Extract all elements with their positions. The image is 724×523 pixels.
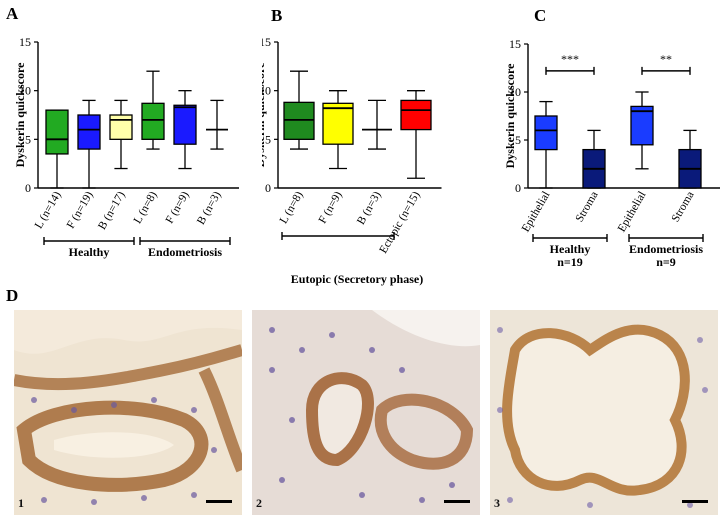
box [630,105,654,146]
scale-bar [206,500,232,503]
y-axis-label: Dyskerin quickscore [262,62,267,167]
x-tick-label: F (n=9) [317,189,345,225]
micrograph-1-image [14,310,242,515]
micrograph-1-number: 1 [18,496,24,510]
scale-bar [444,500,470,503]
micrograph-3-number: 3 [494,496,500,510]
box [400,99,432,131]
y-tick-label: 5 [25,132,31,146]
y-tick-label: 10 [509,85,521,99]
x-axis-title: Eutopic (Secretory phase) [291,272,423,286]
micrograph-3-image [490,310,718,515]
y-tick-label: 15 [509,37,521,51]
x-tick-label: L (n=14) [33,189,64,231]
y-tick-label: 5 [515,133,521,147]
x-tick-label: Stroma [574,190,601,225]
box [534,115,558,151]
micrograph-2-image [252,310,480,515]
scale-bar [682,500,708,503]
x-tick-label: B (n=3) [355,189,384,226]
panel-a-letter: A [6,4,19,23]
x-tick-label: Stroma [670,190,697,225]
x-tick-label: B (n=3) [195,189,224,226]
micrograph-1: 1 [14,310,242,515]
significance-label: *** [561,52,579,66]
chart-a: 0 5 10 15 Dyskerin quickscore L (n=14) F (n=19… [13,35,239,259]
box [45,109,69,155]
chart-b: 0 5 10 15 Dyskerin quickscore L (n=8) F (n=9) B… [262,35,442,286]
y-tick-label: 0 [265,181,271,195]
x-tick-label: L (n=8) [278,189,306,226]
x-tick-label: F (n=9) [164,189,192,225]
significance-label: ** [660,52,672,66]
group-label: Endometriosis [629,242,703,256]
x-tick-label: Epithelial [520,190,553,235]
y-tick-label: 15 [262,35,271,49]
panel-b-letter: B [271,6,283,25]
box [283,101,315,140]
y-tick-label: 10 [262,84,271,98]
group-label: Healthy [69,245,110,259]
panel-d-letter: D [6,286,19,305]
x-tick-label: B (n=17) [96,189,127,231]
box [322,102,354,145]
y-tick-label: 0 [25,181,31,195]
group-sublabel: n=9 [656,255,676,269]
group-sublabel: n=19 [557,255,583,269]
x-tick-label: Ectopic (n=15) [378,189,423,255]
box [109,114,133,140]
y-axis-label: Dyskerin quickscore [503,63,517,168]
y-tick-label: 0 [515,181,521,195]
micrograph-3: 3 [490,310,718,515]
micrograph-2-number: 2 [256,496,262,510]
group-label: Endometriosis [148,245,222,259]
box [173,104,197,145]
y-axis-label: Dyskerin quickscore [13,62,27,167]
chart-c: 0 5 10 15 Dyskerin quickscore Epithelial Strom… [503,37,720,269]
panel-c-letter: C [534,6,547,25]
x-tick-label: F (n=19) [65,189,96,230]
box [141,102,165,140]
x-tick-label: L (n=8) [132,189,160,226]
x-tick-label: Epithelial [616,190,649,235]
y-tick-label: 15 [19,35,31,49]
box [77,114,101,150]
y-tick-label: 5 [265,132,271,146]
group-label: Healthy [550,242,591,256]
y-tick-label: 10 [19,84,31,98]
micrograph-2: 2 [252,310,480,515]
